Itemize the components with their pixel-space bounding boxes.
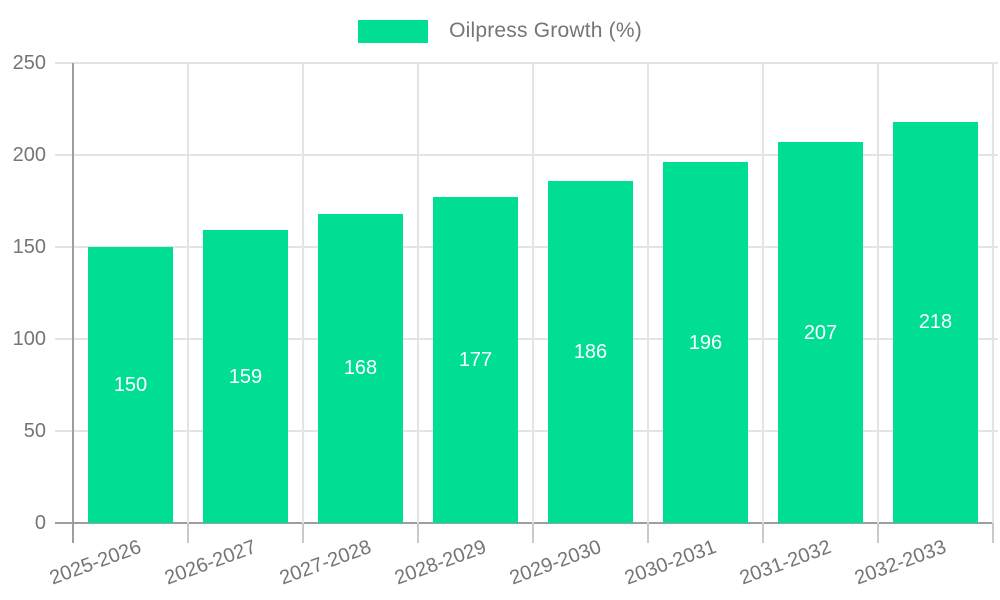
gridline-horizontal xyxy=(55,430,998,432)
bar-value-label: 218 xyxy=(918,311,953,334)
x-axis-tick xyxy=(302,523,304,543)
gridline-vertical xyxy=(877,63,879,523)
gridline-horizontal xyxy=(55,154,998,156)
gridline-vertical xyxy=(187,63,189,523)
bar: 177 xyxy=(433,197,518,523)
y-axis-tick-label: 50 xyxy=(23,420,46,442)
x-axis-tick xyxy=(647,523,649,543)
bar: 186 xyxy=(548,180,633,523)
bar-value-label: 207 xyxy=(803,321,838,344)
x-axis-tick xyxy=(532,523,534,543)
x-axis-category-label: 2030-2031 xyxy=(621,536,720,590)
gridline-vertical xyxy=(417,63,419,523)
x-axis-category-label: 2026-2027 xyxy=(161,536,260,590)
x-axis-tick xyxy=(762,523,764,543)
bar-value-label: 150 xyxy=(113,374,148,396)
bar: 218 xyxy=(893,121,978,523)
legend-label: Oilpress Growth (%) xyxy=(449,19,642,42)
bar-value-label: 196 xyxy=(688,331,723,354)
y-axis-tick-label: 0 xyxy=(34,512,46,534)
bar: 196 xyxy=(663,162,748,523)
x-axis-category-label: 2025-2026 xyxy=(46,536,145,590)
gridline-vertical xyxy=(647,63,649,523)
bar-value-label: 168 xyxy=(343,357,378,380)
x-axis-tick xyxy=(992,523,994,543)
x-axis-category-label: 2027-2028 xyxy=(276,536,375,590)
bar: 168 xyxy=(318,213,403,523)
y-axis-tick-label: 150 xyxy=(12,236,46,258)
gridline-horizontal xyxy=(55,62,998,64)
gridline-vertical xyxy=(302,63,304,523)
x-axis-category-label: 2029-2030 xyxy=(506,536,605,590)
x-axis-tick xyxy=(417,523,419,543)
x-axis-category-label: 2028-2029 xyxy=(391,536,490,590)
y-axis-line xyxy=(72,63,74,543)
gridline-vertical xyxy=(992,63,994,523)
x-axis-tick xyxy=(877,523,879,543)
bar: 159 xyxy=(203,230,288,523)
y-axis-tick-label: 200 xyxy=(12,144,46,166)
gridline-vertical xyxy=(532,63,534,523)
x-axis-tick xyxy=(187,523,189,543)
y-axis-tick-label: 250 xyxy=(12,52,46,74)
legend-swatch xyxy=(358,19,429,43)
x-axis-category-label: 2031-2032 xyxy=(736,536,835,590)
gridline-horizontal xyxy=(55,338,998,340)
chart-legend: Oilpress Growth (%) xyxy=(0,19,1000,43)
x-axis-category-label: 2032-2033 xyxy=(851,536,950,590)
y-axis-tick-label: 100 xyxy=(12,328,46,350)
gridline-horizontal xyxy=(55,246,998,248)
bar: 207 xyxy=(778,142,863,523)
x-axis-line xyxy=(55,522,993,524)
bar-value-label: 177 xyxy=(458,349,493,372)
bar-value-label: 159 xyxy=(228,365,263,388)
gridline-vertical xyxy=(762,63,764,523)
bar: 150 xyxy=(88,247,173,523)
bar-value-label: 186 xyxy=(573,340,608,363)
